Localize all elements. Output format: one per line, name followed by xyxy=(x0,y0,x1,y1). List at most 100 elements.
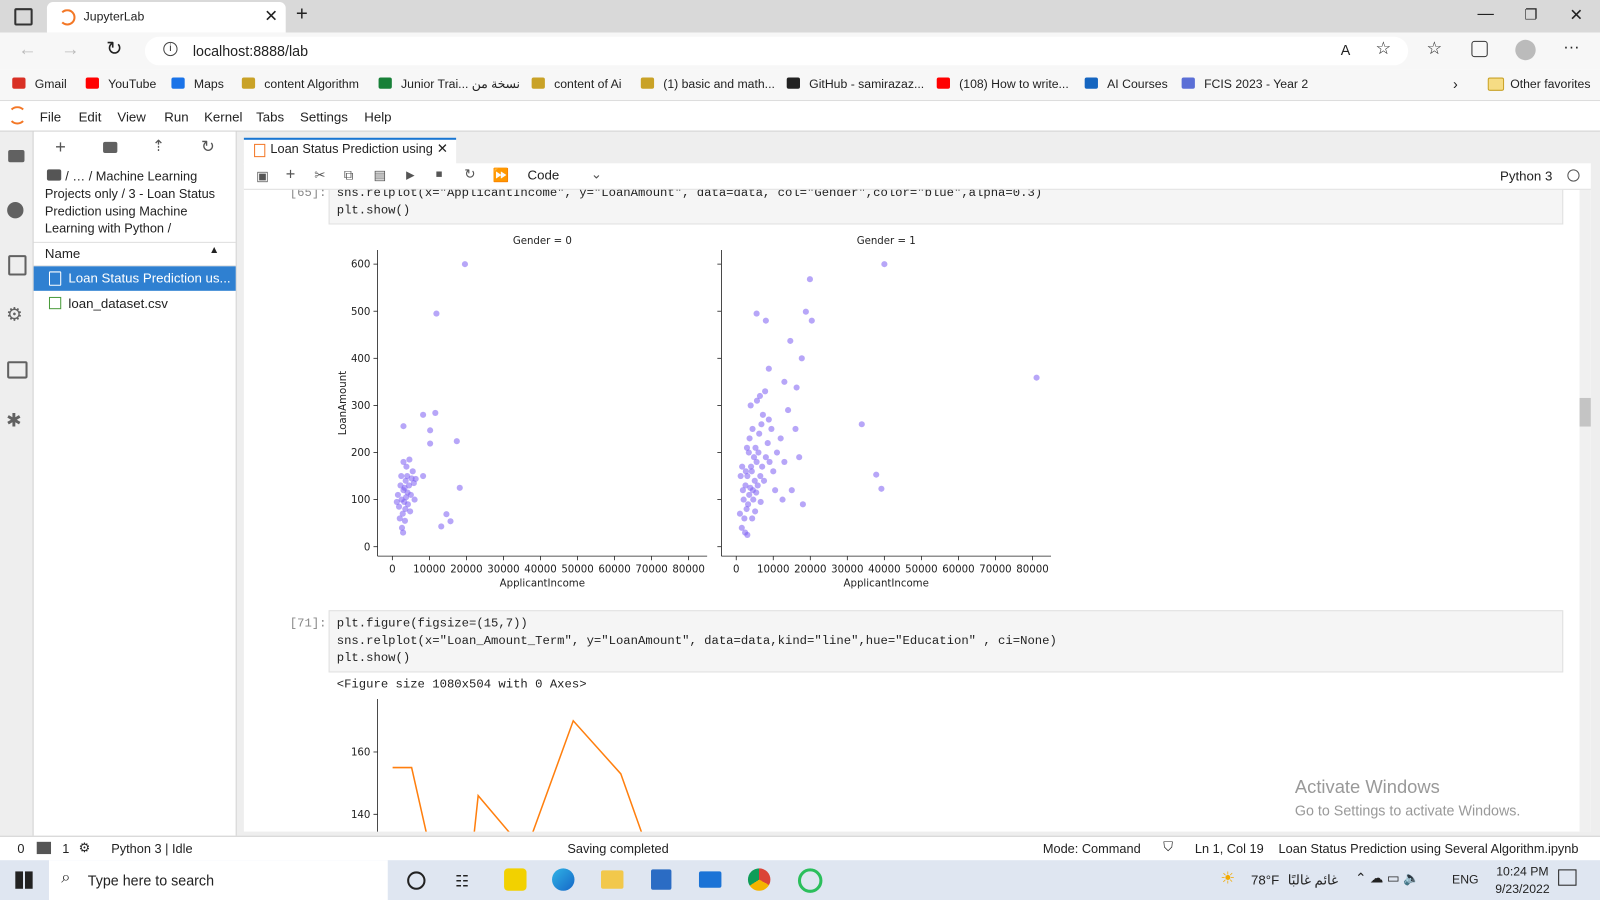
bookmark[interactable]: Gmail xyxy=(34,76,67,91)
save[interactable]: ▣ xyxy=(256,168,269,184)
app-player[interactable] xyxy=(504,868,527,891)
app-edge[interactable] xyxy=(552,868,575,891)
more[interactable]: ··· xyxy=(1563,38,1580,57)
start-button[interactable] xyxy=(15,871,33,889)
close-window[interactable]: ✕ xyxy=(1569,7,1584,25)
other-favorites[interactable]: Other favorites xyxy=(1510,76,1591,91)
back[interactable]: ← xyxy=(18,38,37,60)
menu-item[interactable]: Kernel xyxy=(204,109,243,125)
app-mail[interactable] xyxy=(698,871,722,888)
commands-tab[interactable] xyxy=(8,255,27,276)
cursor-position[interactable]: Ln 1, Col 19 xyxy=(1194,841,1264,857)
tray-icons[interactable]: ⌃ ☁ ▭ 🔈 xyxy=(1355,870,1420,886)
scroll-thumb[interactable] xyxy=(1579,397,1591,427)
app-explorer[interactable] xyxy=(601,870,624,889)
menu-item[interactable]: Run xyxy=(164,109,189,125)
refresh[interactable]: ↻ xyxy=(201,138,215,157)
add-favorite[interactable]: ☆ xyxy=(1375,38,1392,59)
browser-tab[interactable] xyxy=(46,2,286,33)
kernel-state[interactable]: Python 3 | Idle xyxy=(111,841,193,857)
profile[interactable] xyxy=(1515,39,1536,61)
extensions-tab[interactable]: ✱ xyxy=(6,410,22,431)
clock-date[interactable]: 9/23/2022 xyxy=(1495,881,1550,896)
address-bar[interactable] xyxy=(144,36,1409,66)
bookmark[interactable]: AI Courses xyxy=(1107,76,1168,91)
search-placeholder[interactable]: Type here to search xyxy=(87,872,215,889)
kernel-name[interactable]: Python 3 xyxy=(1499,168,1553,184)
notebook-tab-title[interactable]: Loan Status Prediction using xyxy=(270,141,433,157)
point xyxy=(753,310,760,317)
weather-text[interactable]: غائم غالبًا xyxy=(1287,872,1338,888)
app-chrome[interactable] xyxy=(747,868,771,891)
notifications[interactable] xyxy=(1558,869,1577,886)
widgets[interactable]: ☷ xyxy=(455,873,469,891)
cut[interactable]: ✂ xyxy=(314,167,326,183)
code-cell[interactable] xyxy=(328,610,1564,673)
bookmark[interactable]: (1) basic and math... xyxy=(663,76,775,91)
bookmark[interactable]: Maps xyxy=(193,76,224,91)
weather-temp[interactable]: 78°F xyxy=(1251,872,1280,888)
name-column[interactable]: Name xyxy=(44,245,81,262)
site-info[interactable]: i xyxy=(163,41,178,57)
collections[interactable] xyxy=(1471,40,1488,58)
close-tab[interactable]: ✕ xyxy=(264,8,278,26)
app-jupyter[interactable] xyxy=(797,868,823,893)
close-notebook[interactable]: ✕ xyxy=(436,140,448,157)
restart[interactable]: ↻ xyxy=(464,166,476,182)
property-tab[interactable]: ⚙ xyxy=(6,304,23,325)
favorites[interactable]: ☆ xyxy=(1426,38,1443,59)
mode[interactable]: Mode: Command xyxy=(1042,841,1141,857)
tab-title: JupyterLab xyxy=(83,9,145,24)
menu-item[interactable]: View xyxy=(117,109,146,125)
bookmark[interactable]: GitHub - samirazaz... xyxy=(809,76,925,91)
watermark-title: Activate Windows xyxy=(1294,776,1440,797)
file-name[interactable]: loan_dataset.csv xyxy=(68,295,168,312)
cell-type[interactable]: Code xyxy=(527,167,560,183)
tabs-tab[interactable] xyxy=(7,361,28,379)
new-launcher[interactable]: + xyxy=(55,136,66,158)
bookmark[interactable]: content of Ai xyxy=(554,76,622,91)
new-folder[interactable] xyxy=(103,141,118,154)
bookmark[interactable]: (108) How to write... xyxy=(959,76,1069,91)
bookmarks-more[interactable]: › xyxy=(1453,75,1458,92)
home-folder[interactable] xyxy=(46,169,62,181)
task-view[interactable] xyxy=(407,871,426,890)
notebook-tab[interactable] xyxy=(243,137,457,166)
menu-item[interactable]: File xyxy=(39,109,62,125)
trust-icon[interactable]: ⛉ xyxy=(1163,839,1173,855)
minimize[interactable]: — xyxy=(1477,5,1494,23)
scrollbar[interactable] xyxy=(1579,189,1591,832)
bookmark[interactable]: Junior Trai... نسخة من xyxy=(401,76,520,91)
tab-actions[interactable] xyxy=(14,8,33,26)
reload[interactable]: ↻ xyxy=(106,38,123,61)
menu-item[interactable]: Tabs xyxy=(256,109,285,125)
menu-item[interactable]: Settings xyxy=(299,109,348,125)
run[interactable]: ▶ xyxy=(406,169,415,182)
read-aloud[interactable]: A xyxy=(1340,41,1351,59)
language[interactable]: ENG xyxy=(1452,872,1479,887)
url[interactable]: localhost:8888/lab xyxy=(192,42,309,60)
forward[interactable]: → xyxy=(61,38,80,60)
insert-cell[interactable]: + xyxy=(285,166,296,184)
bookmark[interactable]: FCIS 2023 - Year 2 xyxy=(1204,76,1309,91)
upload[interactable]: ⇡ xyxy=(152,137,165,156)
breadcrumb[interactable]: / … / Machine Learning Projects only / 3… xyxy=(44,169,216,236)
stop[interactable]: ■ xyxy=(435,168,443,181)
bookmark[interactable]: YouTube xyxy=(108,76,157,91)
restart-run[interactable]: ⏩ xyxy=(492,167,510,183)
code-line: sns.relplot(x="Loan_Amount_Term", y="Loa… xyxy=(336,633,1057,648)
menu-item[interactable]: Help xyxy=(364,109,392,125)
restore[interactable]: ❐ xyxy=(1524,6,1538,23)
paste[interactable]: ▤ xyxy=(373,167,387,183)
cell-type-arrow[interactable]: ⌄ xyxy=(590,166,602,182)
files-tab[interactable] xyxy=(8,149,25,163)
bookmark[interactable]: content Algorithm xyxy=(264,76,359,91)
clock-time[interactable]: 10:24 PM xyxy=(1496,864,1549,879)
menu-item[interactable]: Edit xyxy=(78,109,102,125)
copy[interactable]: ⧉ xyxy=(343,167,354,183)
search-box[interactable] xyxy=(48,860,388,900)
app-store[interactable] xyxy=(651,869,672,890)
running-tab[interactable] xyxy=(7,202,24,219)
new-tab[interactable]: + xyxy=(295,3,308,26)
file-name[interactable]: Loan Status Prediction us... xyxy=(68,270,231,286)
